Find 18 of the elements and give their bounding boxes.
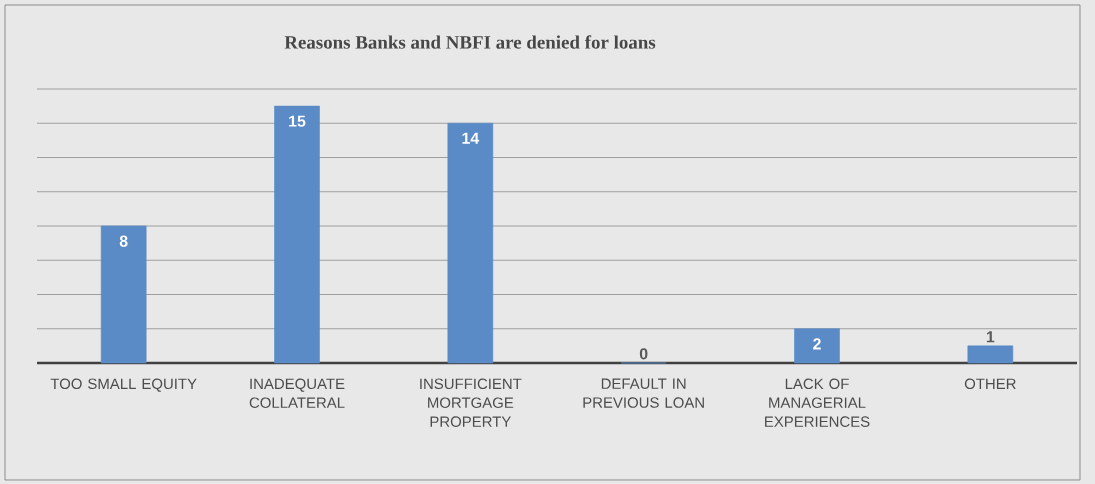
data-label: 15: [289, 115, 306, 127]
x-tick-label: INSUFFICIENT MORTGAGE PROPERTY: [420, 378, 522, 427]
x-tick-label: TOO SMALL EQUITY: [50, 378, 197, 392]
x-tick-label: LACK OF MANAGERIAL EXPERIENCES: [765, 378, 870, 427]
data-label: 1: [986, 331, 995, 343]
bar: [447, 122, 494, 364]
bar: [100, 225, 147, 364]
data-label: 2: [813, 338, 821, 350]
bar: [794, 328, 840, 364]
x-tick-label: OTHER: [964, 378, 1016, 390]
data-label: 14: [462, 132, 480, 144]
x-tick-label: DEFAULT IN PREVIOUS LOAN: [583, 378, 704, 408]
data-label: 0: [639, 348, 648, 360]
bar: [274, 105, 320, 364]
chart-title: Reasons Banks and NBFI are denied for loans: [284, 35, 656, 49]
x-tick-label: INADEQUATE COLLATERAL: [249, 378, 345, 409]
bar: [967, 345, 1014, 364]
data-label: 8: [119, 235, 128, 247]
